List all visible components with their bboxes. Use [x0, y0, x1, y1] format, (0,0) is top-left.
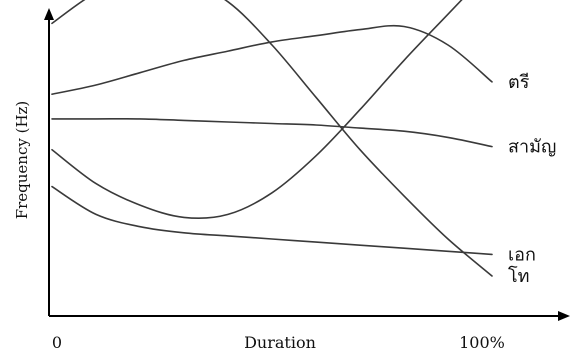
- series-line-4: [51, 185, 493, 256]
- series-label-2: ตรี: [508, 72, 530, 93]
- chart-axes: [44, 8, 570, 321]
- series-line-5: [51, 0, 493, 277]
- series-line-2: [51, 24, 493, 95]
- y-axis-arrowhead: [44, 8, 54, 20]
- series-line-3: [51, 117, 493, 148]
- x-tick-label-end: 100%: [459, 333, 505, 352]
- x-tick-label-start: 0: [52, 333, 62, 352]
- series-label-5: โท: [508, 265, 530, 287]
- y-axis-title: Frequency (Hz): [13, 101, 31, 220]
- series-label-3: สามัญ: [508, 137, 556, 158]
- x-axis-title: Duration: [244, 333, 316, 352]
- tone-curves: [51, 0, 493, 277]
- series-line-1: [51, 0, 463, 220]
- x-axis-arrowhead: [558, 311, 570, 321]
- series-label-4: เอก: [508, 244, 536, 265]
